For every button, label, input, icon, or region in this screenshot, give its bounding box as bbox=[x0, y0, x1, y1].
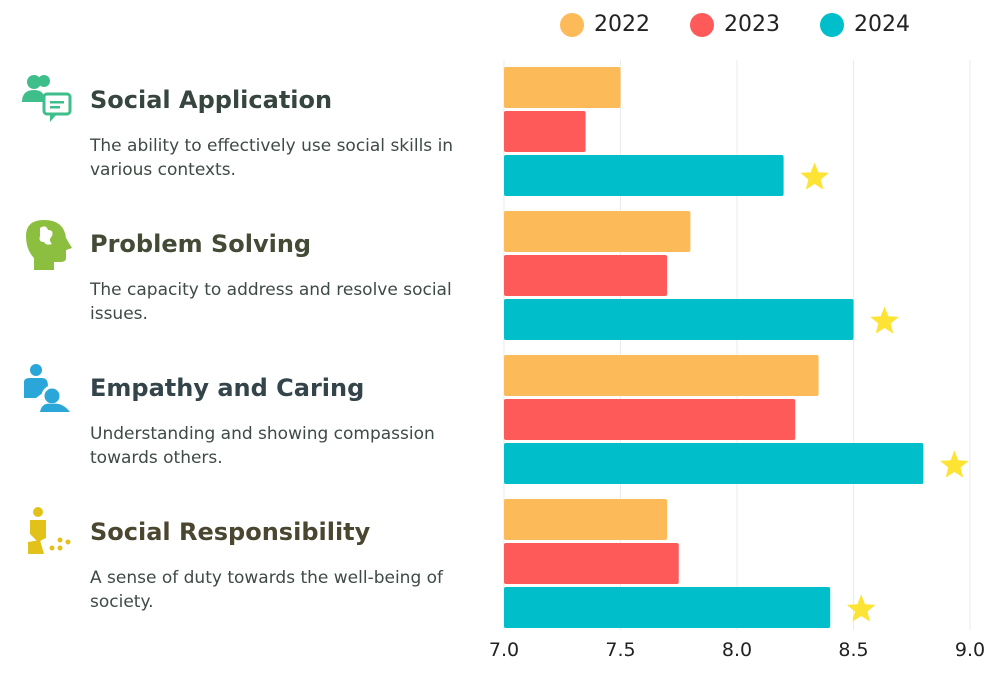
x-tick-label: 8.0 bbox=[722, 639, 752, 661]
category-description: The capacity to address and resolve soci… bbox=[90, 280, 452, 324]
legend-item-2022: 2022 bbox=[560, 12, 650, 37]
person-sweeping-icon bbox=[28, 507, 71, 554]
legend-item-2024: 2024 bbox=[820, 12, 910, 37]
legend-swatch bbox=[690, 12, 714, 37]
bar-2023 bbox=[504, 399, 796, 440]
bar-2024 bbox=[504, 587, 831, 628]
legend-swatch bbox=[820, 12, 844, 37]
bar-2022 bbox=[504, 499, 668, 540]
bar-2024 bbox=[504, 155, 784, 196]
bar-2022 bbox=[504, 211, 691, 252]
bar-2024 bbox=[504, 299, 854, 340]
bar-2023 bbox=[504, 255, 668, 296]
star-icon bbox=[846, 594, 876, 622]
head-puzzle-icon bbox=[26, 220, 72, 270]
people-chat-icon bbox=[22, 75, 72, 122]
bar-2022 bbox=[504, 355, 819, 396]
bar-2023 bbox=[504, 111, 586, 152]
category-description: A sense of duty towards the well-being o… bbox=[90, 568, 444, 612]
x-tick-label: 7.0 bbox=[489, 639, 519, 661]
bar-2022 bbox=[504, 67, 621, 108]
bar-2024 bbox=[504, 443, 924, 484]
category-description: The ability to effectively use social sk… bbox=[90, 136, 454, 180]
category-title: Problem Solving bbox=[90, 230, 312, 258]
legend-label: 2022 bbox=[594, 12, 650, 37]
category-title: Social Application bbox=[90, 86, 333, 114]
star-icon bbox=[870, 306, 899, 334]
bar-2023 bbox=[504, 543, 679, 584]
x-tick-label: 9.0 bbox=[955, 639, 985, 661]
star-icon bbox=[940, 450, 969, 478]
legend-label: 2023 bbox=[724, 12, 780, 37]
star-icon bbox=[800, 162, 829, 190]
legend-item-2023: 2023 bbox=[690, 12, 780, 37]
category-title: Empathy and Caring bbox=[90, 374, 365, 402]
category-title: Social Responsibility bbox=[90, 518, 371, 546]
x-tick-label: 8.5 bbox=[838, 639, 868, 661]
legend: 2022 2023 2024 bbox=[560, 12, 910, 37]
x-tick-label: 7.5 bbox=[605, 639, 635, 661]
category-description: Understanding and showing compassion tow… bbox=[90, 424, 435, 468]
legend-swatch bbox=[560, 12, 584, 37]
caring-person-icon bbox=[24, 364, 70, 412]
legend-label: 2024 bbox=[854, 12, 910, 37]
